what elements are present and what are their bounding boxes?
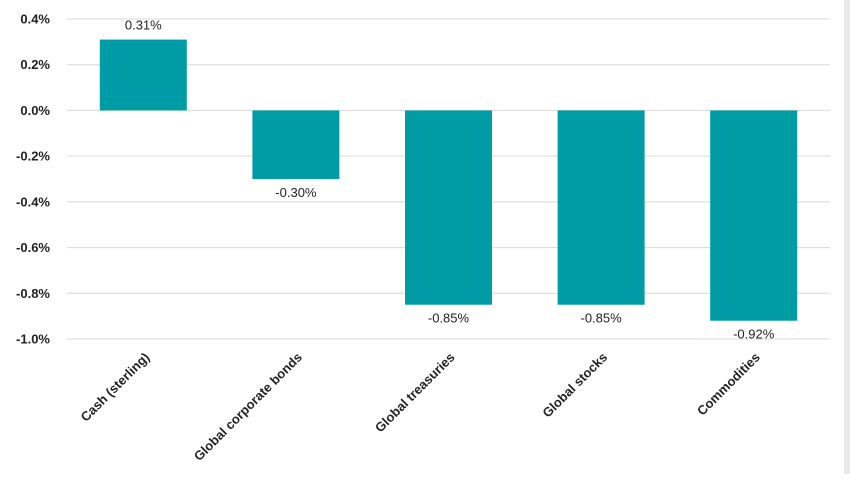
x-category-label: Global treasuries — [372, 350, 458, 436]
data-label: -0.30% — [275, 185, 317, 200]
y-tick-label: -0.4% — [16, 194, 50, 209]
x-category-label: Commodities — [694, 350, 763, 419]
bar — [557, 110, 645, 305]
y-tick-label: -0.8% — [16, 286, 50, 301]
bar — [99, 39, 187, 111]
x-category-label: Global stocks — [539, 350, 610, 421]
bars — [99, 39, 798, 321]
category-labels: Cash (sterling) Global corporate bonds Glo… — [77, 350, 762, 464]
bar — [710, 110, 798, 321]
data-label: -0.92% — [733, 327, 775, 342]
y-tick-label: -0.6% — [16, 240, 50, 255]
y-axis-ticks: 0.4% 0.2% 0.0% -0.2% -0.4% -0.6% -0.8% -1.0% — [16, 12, 50, 347]
window-edge — [844, 0, 850, 474]
x-category-label: Global corporate bonds — [191, 350, 305, 464]
y-tick-label: 0.2% — [20, 57, 50, 72]
data-label: 0.31% — [125, 18, 162, 33]
data-label: -0.85% — [428, 311, 470, 326]
y-tick-label: 0.4% — [20, 12, 50, 27]
data-label: -0.85% — [580, 311, 622, 326]
bar — [405, 110, 492, 305]
y-tick-label: -0.2% — [16, 149, 50, 164]
bar — [252, 110, 340, 179]
y-tick-label: 0.0% — [20, 103, 50, 118]
data-labels: 0.31% -0.30% -0.85% -0.85% -0.92% — [125, 18, 775, 342]
x-category-label: Cash (sterling) — [77, 350, 152, 425]
y-tick-label: -1.0% — [16, 332, 50, 347]
